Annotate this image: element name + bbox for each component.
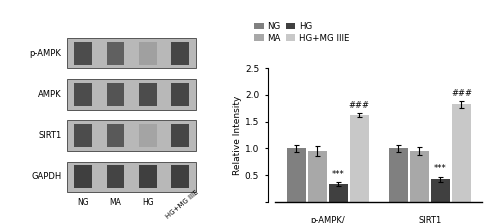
Text: p-AMPK: p-AMPK <box>30 49 62 58</box>
Y-axis label: Relative Intensity: Relative Intensity <box>233 95 242 175</box>
Bar <box>67 120 196 151</box>
Bar <box>389 148 408 202</box>
Bar <box>74 124 92 147</box>
Bar <box>67 79 196 109</box>
Bar <box>452 104 471 202</box>
Bar <box>139 165 156 188</box>
Text: MA: MA <box>110 198 122 207</box>
Text: NG: NG <box>78 198 89 207</box>
Bar <box>67 38 196 68</box>
Bar <box>171 165 189 188</box>
Text: ###: ### <box>348 101 370 110</box>
Bar <box>74 83 92 106</box>
Bar <box>139 83 156 106</box>
Bar <box>106 165 124 188</box>
Text: ***: *** <box>434 164 447 173</box>
Text: HG+MG IIIE: HG+MG IIIE <box>164 189 200 219</box>
Bar <box>410 151 429 202</box>
Bar <box>171 83 189 106</box>
Bar <box>106 42 124 65</box>
Text: SIRT1: SIRT1 <box>38 131 62 140</box>
Bar <box>171 124 189 147</box>
Text: ###: ### <box>451 89 472 98</box>
Bar <box>106 83 124 106</box>
Bar <box>74 42 92 65</box>
Text: HG: HG <box>142 198 154 207</box>
Bar <box>431 179 450 202</box>
Bar <box>139 42 156 65</box>
Text: ***: *** <box>332 170 344 179</box>
Bar <box>67 162 196 192</box>
Bar <box>171 42 189 65</box>
Legend: NG, MA, HG, HG+MG IIIE: NG, MA, HG, HG+MG IIIE <box>254 22 349 43</box>
Bar <box>139 124 156 147</box>
Bar <box>308 151 326 202</box>
Text: AMPK: AMPK <box>38 90 62 99</box>
Bar <box>106 124 124 147</box>
Text: GAPDH: GAPDH <box>31 172 62 181</box>
Bar <box>74 165 92 188</box>
Bar <box>328 184 347 202</box>
Bar <box>286 148 306 202</box>
Bar <box>350 115 368 202</box>
